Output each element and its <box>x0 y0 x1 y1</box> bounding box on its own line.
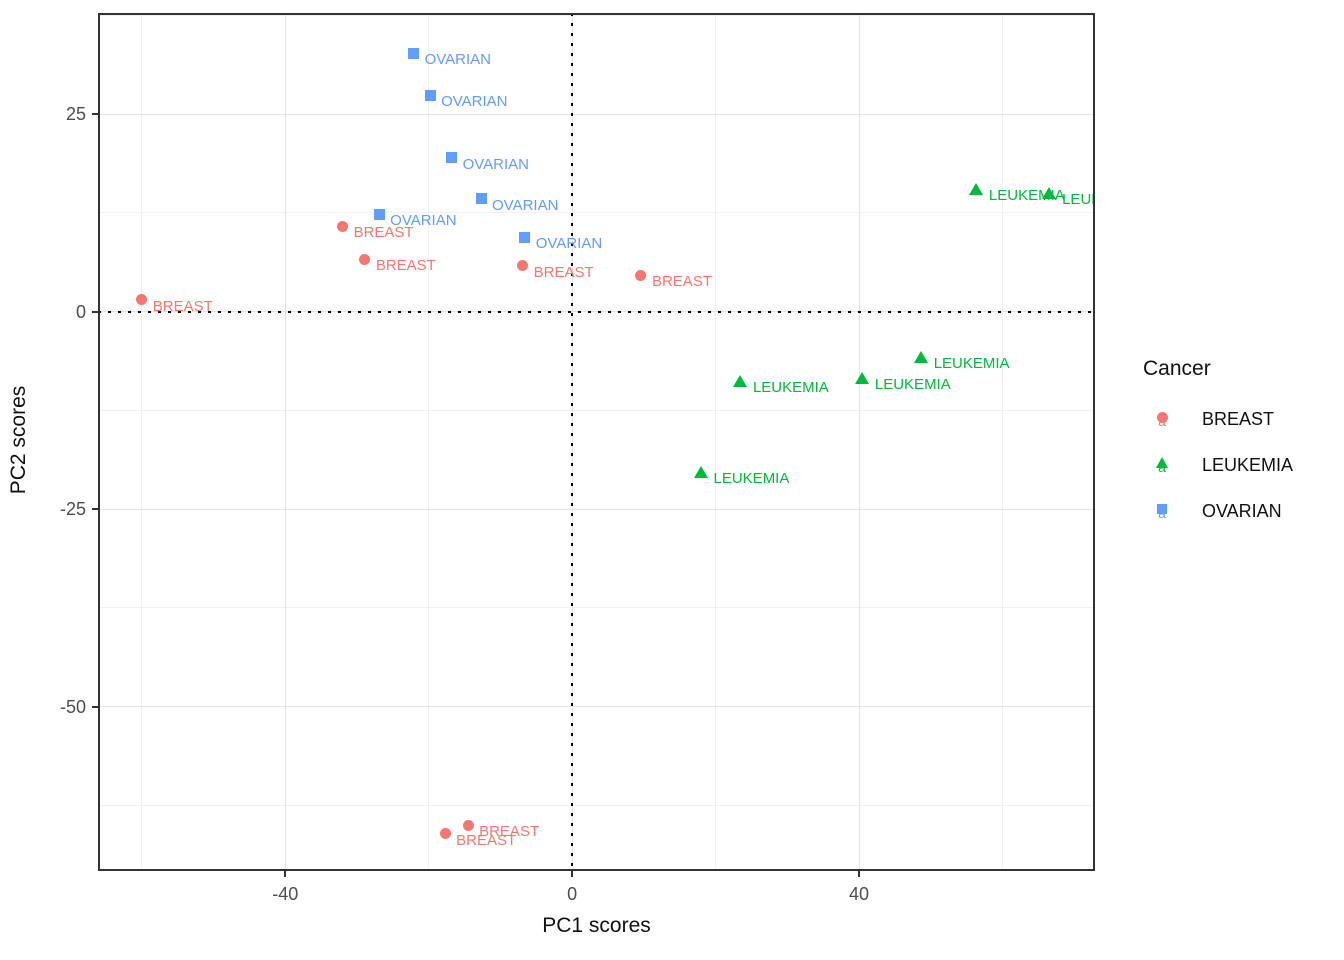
data-point-breast <box>517 260 529 272</box>
point-label-ovarian: OVARIAN <box>390 212 457 230</box>
point-label-breast: BREAST <box>152 297 213 315</box>
gridline-y-minor <box>98 212 1095 214</box>
legend-title: Cancer <box>1143 357 1211 380</box>
point-label-leukemia: LEUKEMIA <box>713 470 790 488</box>
data-point-ovarian <box>424 89 436 101</box>
point-label-breast: BREAST <box>353 224 414 242</box>
data-point-leukemia <box>968 182 983 195</box>
point-label-leukemia: LEUKEMIA <box>874 376 951 393</box>
circle-marker-icon <box>1156 411 1168 423</box>
point-label-breast: BREAST <box>651 273 712 291</box>
x-tick-mark <box>284 871 287 877</box>
data-point-breast <box>462 819 474 831</box>
data-point-leukemia <box>732 374 747 387</box>
y-tick-label: -50 <box>59 696 86 717</box>
point-label-ovarian: OVARIAN <box>424 51 491 69</box>
data-point-breast <box>136 294 148 306</box>
point-label-breast: BREAST <box>533 263 594 281</box>
gridline-y-minor <box>98 607 1095 609</box>
legend-label-leukemia: LEUKEMIA <box>1202 454 1294 475</box>
triangle-marker-icon <box>1156 457 1168 468</box>
gridline-x-minor <box>428 13 430 871</box>
y-tick-mark <box>92 508 98 511</box>
y-tick-mark <box>92 310 98 313</box>
gridline-y-minor <box>98 409 1095 411</box>
data-point-ovarian <box>475 193 487 205</box>
legend-item-breast: a BREAST <box>1140 396 1293 442</box>
y-tick-mark <box>92 113 98 116</box>
x-tick-label: 0 <box>567 884 578 904</box>
point-label-ovarian: OVARIAN <box>462 155 530 173</box>
x-tick-label: 40 <box>849 884 870 904</box>
legend-label-breast: BREAST <box>1202 408 1275 429</box>
data-point-leukemia <box>1042 186 1057 199</box>
gridline-x-minor <box>1001 13 1003 871</box>
data-point-breast <box>635 269 647 281</box>
data-point-breast <box>337 220 349 232</box>
x-tick-mark <box>571 871 574 877</box>
y-tick-mark <box>92 705 98 708</box>
point-label-leukemia: LEUKEMIA <box>933 355 1010 373</box>
y-tick-label: 0 <box>75 301 86 322</box>
y-axis-title: PC2 scores <box>7 385 30 495</box>
gridline-y-major <box>98 113 1095 115</box>
point-label-breast: BREAST <box>375 257 436 275</box>
data-point-ovarian <box>446 152 458 164</box>
point-label-breast: BREAST <box>456 831 517 849</box>
x-tick-mark <box>858 871 861 877</box>
data-point-ovarian <box>408 47 420 59</box>
point-label-leukemia: LEUKEMIA <box>988 187 1065 205</box>
gridline-x-major <box>284 13 286 871</box>
point-label-leukemia: LEUKEMIA <box>1062 191 1095 209</box>
legend: Cancer a BREAST a LEUKEMIA a OVARIAN <box>1140 352 1293 534</box>
data-point-breast <box>359 253 371 265</box>
legend-items: a BREAST a LEUKEMIA a OVARIAN <box>1140 396 1293 534</box>
data-point-ovarian <box>519 231 531 243</box>
point-label-ovarian: OVARIAN <box>492 196 559 214</box>
data-point-leukemia <box>854 371 869 384</box>
point-label-breast: BREAST <box>479 823 540 841</box>
gridline-y-minor <box>98 14 1095 16</box>
gridline-x-minor <box>715 13 717 871</box>
legend-label-ovarian: OVARIAN <box>1202 500 1282 521</box>
zero-reference-line-vertical <box>571 13 574 871</box>
legend-item-ovarian: a OVARIAN <box>1140 488 1293 534</box>
gridline-y-minor <box>98 804 1095 806</box>
data-point-breast <box>439 828 451 840</box>
plot-panel: BREAST BREAST BREAST BREAST BREAST BREAST BREA… <box>98 13 1095 871</box>
y-tick-label: 25 <box>65 104 86 125</box>
x-tick-label: -40 <box>272 884 299 904</box>
legend-key-leukemia: a <box>1149 452 1175 478</box>
zero-reference-line-horizontal <box>98 310 1095 313</box>
gridline-y-major <box>98 508 1095 510</box>
point-label-ovarian: OVARIAN <box>441 93 508 111</box>
y-tick-label: -25 <box>59 499 86 520</box>
gridline-x-minor <box>141 13 143 871</box>
x-axis-title: PC1 scores <box>542 914 651 937</box>
point-label-leukemia: LEUKEMIA <box>752 379 829 397</box>
data-point-ovarian <box>373 208 385 220</box>
legend-key-ovarian: a <box>1149 498 1175 524</box>
legend-item-leukemia: a LEUKEMIA <box>1140 442 1293 488</box>
data-point-leukemia <box>913 350 928 363</box>
point-label-ovarian: OVARIAN <box>535 235 603 253</box>
gridline-x-major <box>858 13 860 871</box>
legend-key-breast: a <box>1149 406 1175 432</box>
square-marker-icon <box>1157 504 1167 514</box>
data-point-leukemia <box>693 465 708 478</box>
gridline-y-major <box>98 706 1095 708</box>
